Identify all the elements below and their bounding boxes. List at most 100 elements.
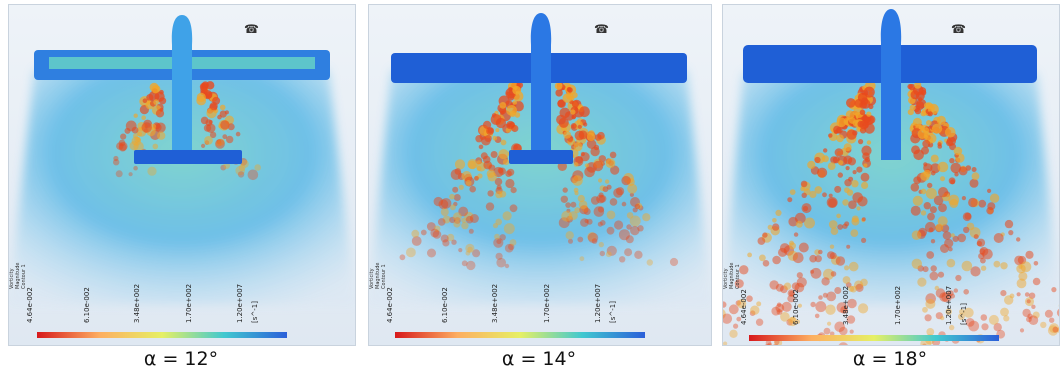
- vorticity-blob: [940, 176, 945, 182]
- vorticity-blob: [771, 306, 781, 316]
- vorticity-blob: [1025, 250, 1034, 259]
- vorticity-blob: [925, 188, 937, 199]
- vorticity-blob: [449, 193, 455, 200]
- vorticity-blob: [206, 123, 216, 133]
- vorticity-blob: [939, 292, 949, 302]
- vorticity-blob: [935, 288, 946, 298]
- color-scale-bar: [749, 335, 999, 341]
- scale-title-line-3: Contour 1: [735, 264, 741, 289]
- vorticity-blob: [498, 149, 509, 160]
- vorticity-blob: [970, 266, 981, 277]
- vorticity-blob: [866, 140, 872, 145]
- vorticity-blob: [580, 218, 589, 227]
- vorticity-blob: [406, 247, 416, 258]
- vorticity-blob: [936, 115, 946, 125]
- vorticity-blob: [476, 166, 482, 171]
- vorticity-blob: [237, 171, 245, 178]
- vorticity-blob: [136, 137, 141, 142]
- vorticity-blob: [846, 189, 854, 196]
- vorticity-blob: [449, 216, 456, 224]
- scale-tick-2: 6.10e-002: [441, 287, 449, 323]
- vorticity-blob: [848, 285, 855, 292]
- vorticity-blob: [723, 313, 733, 324]
- vorticity-blob: [788, 316, 798, 327]
- vorticity-blob: [629, 215, 641, 227]
- vorticity-blob: [980, 265, 987, 271]
- vorticity-blob: [957, 233, 966, 243]
- vorticity-blob: [749, 310, 756, 317]
- vorticity-blob: [848, 261, 859, 272]
- vorticity-blob: [604, 179, 610, 184]
- vorticity-blob: [834, 321, 845, 333]
- vorticity-blob: [987, 202, 996, 211]
- vorticity-blob: [206, 107, 217, 119]
- vorticity-blob: [562, 93, 572, 103]
- vorticity-blob: [152, 143, 159, 150]
- vorticity-blob: [157, 131, 166, 140]
- vorticity-blob: [411, 236, 422, 246]
- vorticity-blob: [913, 176, 922, 185]
- color-scale: Vorticity Magnitude Contour 1 4.64e-002 …: [9, 263, 287, 338]
- vorticity-blob: [933, 195, 944, 206]
- vorticity-blob: [598, 178, 603, 183]
- vorticity-blob: [492, 223, 499, 229]
- vorticity-blob: [832, 156, 840, 164]
- scale-unit: [s^-1]: [960, 303, 968, 325]
- vorticity-blob: [634, 203, 641, 210]
- vorticity-blob: [574, 207, 581, 214]
- vorticity-blob: [937, 271, 945, 278]
- vorticity-blob: [574, 191, 579, 196]
- vorticity-blob: [247, 169, 259, 181]
- vorticity-blob: [465, 243, 475, 253]
- vorticity-blob: [830, 271, 837, 277]
- vorticity-blob: [440, 198, 452, 209]
- vorticity-blob: [1008, 230, 1014, 236]
- vorticity-blob: [568, 238, 573, 244]
- vorticity-blob: [209, 131, 217, 139]
- vorticity-blob: [469, 185, 476, 193]
- vorticity-blob: [1052, 326, 1059, 333]
- vorticity-blob: [509, 204, 518, 213]
- fuselage: [530, 13, 552, 155]
- vorticity-blob: [504, 263, 510, 269]
- vorticity-blob: [133, 113, 138, 118]
- vorticity-blob: [586, 132, 596, 142]
- vorticity-blob: [961, 196, 966, 201]
- vorticity-blob: [739, 265, 749, 275]
- vorticity-blob: [512, 85, 522, 95]
- scale-tick-2: 6.10e-002: [792, 289, 800, 325]
- vorticity-blob: [472, 249, 481, 258]
- vorticity-blob: [594, 134, 602, 141]
- vorticity-blob: [922, 343, 927, 345]
- vorticity-blob: [566, 208, 571, 213]
- vorticity-blob: [809, 254, 817, 263]
- vorticity-blob: [1056, 308, 1059, 317]
- vorticity-blob: [781, 301, 792, 312]
- vorticity-blob: [920, 171, 930, 181]
- vorticity-blob: [597, 221, 603, 227]
- vorticity-blob: [118, 141, 128, 151]
- vorticity-blob: [846, 98, 856, 108]
- vorticity-blob: [584, 163, 589, 168]
- vorticity-blob: [987, 188, 992, 193]
- vorticity-blob: [565, 202, 571, 208]
- vorticity-blob: [1031, 304, 1036, 309]
- vortex-wake: [723, 80, 1059, 345]
- vorticity-blob: [723, 301, 727, 308]
- vorticity-blob: [822, 192, 827, 198]
- vorticity-blob: [1000, 262, 1008, 270]
- vorticity-blob: [1003, 315, 1010, 322]
- vorticity-blob: [854, 280, 864, 290]
- vorticity-blob: [950, 293, 955, 299]
- vorticity-blob: [941, 224, 950, 233]
- vorticity-blob: [910, 183, 920, 192]
- scale-annotation: ☎: [594, 22, 609, 36]
- vorticity-blob: [616, 187, 625, 196]
- scale-tick-5: 1.20e+007: [236, 284, 244, 323]
- vorticity-blob: [1044, 309, 1053, 318]
- vorticity-blob: [923, 202, 931, 210]
- vorticity-blob: [959, 309, 965, 315]
- vorticity-blob: [201, 143, 206, 148]
- vorticity-blob: [146, 94, 154, 102]
- vorticity-blob: [487, 190, 494, 197]
